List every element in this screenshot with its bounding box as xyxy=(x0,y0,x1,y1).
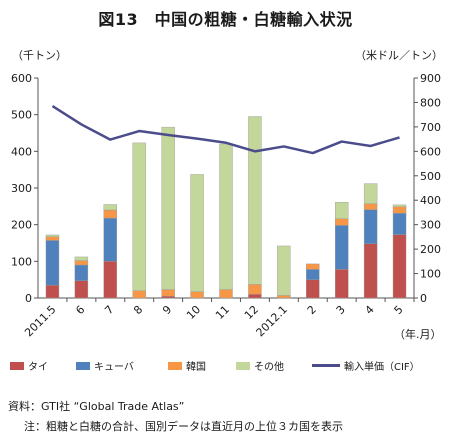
left-tick-label: 100 xyxy=(11,255,32,268)
bar-segment xyxy=(45,284,60,299)
legend-item-korea: 韓国 xyxy=(168,358,206,373)
bar-segment xyxy=(248,116,262,285)
right-tick-label: 600 xyxy=(420,145,441,158)
right-tick-label: 300 xyxy=(420,219,441,232)
bar-segment xyxy=(103,204,118,211)
legend-swatch-thai xyxy=(10,361,24,370)
bar-segment xyxy=(132,142,146,291)
bar-segment xyxy=(363,183,378,204)
legend-label-thai: タイ xyxy=(28,362,48,373)
bar-segment xyxy=(277,245,291,296)
x-tick-label: 4 xyxy=(363,303,377,317)
right-tick-label: 900 xyxy=(420,72,441,85)
right-tick-label: 800 xyxy=(420,96,441,109)
bar-segment xyxy=(74,256,89,261)
left-tick-label: 400 xyxy=(11,145,32,158)
x-tick-label: 3 xyxy=(334,303,348,317)
footnote: 注：粗糖と白糖の合計、国別データは直近月の上位３カ国を表示 xyxy=(24,420,343,433)
bar-segment xyxy=(392,206,407,214)
right-tick-label: 200 xyxy=(420,243,441,256)
chart-legend: タイ キューバ 韓国 その他 輸入単価（CIF） xyxy=(0,358,451,374)
left-tick-label: 200 xyxy=(11,219,32,232)
price-line xyxy=(51,105,400,155)
bar-segment xyxy=(306,279,320,299)
x-tick-label: 2011.5 xyxy=(22,303,58,339)
bar-line-chart: 0 100 200 300 400 500 600 0 100 200 300 400 500 600 70… xyxy=(11,72,442,341)
legend-item-price-line: 輸入単価（CIF） xyxy=(312,358,420,373)
x-tick-label: 10 xyxy=(184,303,203,322)
x-tick-label: 9 xyxy=(160,303,174,317)
legend-label-price: 輸入単価（CIF） xyxy=(344,362,420,373)
x-axis-unit-label: （年.月） xyxy=(394,327,442,341)
bar-segment xyxy=(103,217,118,262)
legend-swatch-other xyxy=(236,361,250,370)
bar-segment xyxy=(219,289,233,299)
bar-segment xyxy=(219,143,233,290)
bar-segment xyxy=(161,126,175,290)
bar-segment xyxy=(363,203,378,210)
left-tick-label: 300 xyxy=(11,182,32,195)
legend-swatch-korea xyxy=(168,361,182,370)
bar-segment xyxy=(45,234,60,237)
bar-segment xyxy=(45,236,60,241)
bar-segment xyxy=(132,290,146,299)
bar-segment xyxy=(103,261,118,299)
left-tick-label: 600 xyxy=(11,72,32,85)
source-note: 資料：GTI社 “Global Trade Atlas” xyxy=(8,400,185,413)
right-tick-label: 400 xyxy=(420,194,441,207)
legend-item-other: その他 xyxy=(236,358,284,373)
legend-line-price xyxy=(312,364,340,367)
left-axis-unit: （千トン） xyxy=(12,49,67,62)
bar-segment xyxy=(392,234,407,299)
chart-title: 図13 中国の粗糖・白糖輸入状況 xyxy=(98,10,353,29)
bar-segment xyxy=(45,240,60,286)
bar-segment xyxy=(363,243,378,299)
bar-segment xyxy=(306,263,320,270)
bar-segment xyxy=(74,280,89,299)
x-tick-label: 7 xyxy=(102,303,116,317)
legend-item-cuba: キューバ xyxy=(76,358,134,373)
bar-segment xyxy=(74,264,89,281)
left-tick-label: 500 xyxy=(11,109,32,122)
bar-segment xyxy=(334,218,349,226)
legend-label-korea: 韓国 xyxy=(186,362,206,373)
bar-segment xyxy=(161,289,175,297)
legend-label-other: その他 xyxy=(254,362,284,373)
bar-segment xyxy=(248,294,262,299)
bar-segment xyxy=(306,269,320,280)
bar-segment xyxy=(190,291,204,299)
x-tick-label: 12 xyxy=(242,303,261,322)
x-tick-label: 11 xyxy=(213,303,232,322)
bar-segment xyxy=(74,260,89,266)
bar-segment xyxy=(103,209,118,219)
x-tick-label: 6 xyxy=(73,303,87,317)
right-tick-label: 100 xyxy=(420,268,441,281)
x-tick-label: 5 xyxy=(392,303,406,317)
left-tick-label: 0 xyxy=(25,292,32,305)
right-tick-label: 700 xyxy=(420,121,441,134)
bar-segment xyxy=(248,284,262,295)
bar-segment xyxy=(334,269,349,299)
bar-segment xyxy=(334,225,349,270)
bar-segment xyxy=(363,209,378,244)
bar-segment xyxy=(190,174,204,292)
legend-label-cuba: キューバ xyxy=(94,362,134,373)
legend-item-thai: タイ xyxy=(10,358,48,373)
x-tick-label: 2 xyxy=(305,303,319,317)
right-tick-label: 500 xyxy=(420,170,441,183)
bar-segment xyxy=(334,202,349,220)
bar-segment xyxy=(392,204,407,207)
bar-segment xyxy=(277,295,291,299)
right-axis-unit: （米ドル／トン） xyxy=(355,49,443,62)
x-tick-label: 2012.1 xyxy=(254,303,290,339)
bar-segment xyxy=(161,295,175,299)
x-tick-label: 8 xyxy=(131,303,145,317)
bar-segment xyxy=(392,213,407,235)
right-tick-label: 0 xyxy=(420,292,427,305)
legend-swatch-cuba xyxy=(76,361,90,370)
